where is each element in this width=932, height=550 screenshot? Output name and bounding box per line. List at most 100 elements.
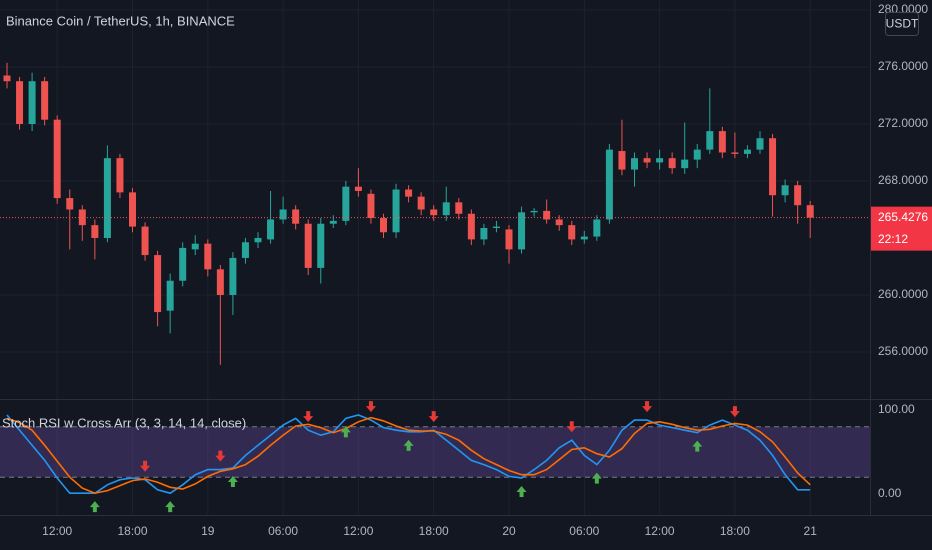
candle-body <box>241 242 249 258</box>
cross-up-arrow <box>516 486 527 498</box>
candle-body <box>28 81 36 124</box>
band-fill <box>0 426 870 478</box>
price-pane <box>0 62 870 365</box>
candle-body <box>254 237 262 243</box>
candle-body <box>53 119 61 199</box>
y-tick-label: 100.00 <box>878 402 915 416</box>
x-tick-label: 06:00 <box>569 524 599 538</box>
candle-body <box>442 202 450 216</box>
candle-body <box>518 212 526 250</box>
candle-body <box>317 223 325 268</box>
candle-body <box>78 209 86 226</box>
y-tick-label: 268.0000 <box>878 173 928 187</box>
cross-up-arrow <box>340 426 351 438</box>
candle-body <box>743 149 751 154</box>
candle-body <box>806 205 814 218</box>
candle-body <box>656 158 664 163</box>
candle-body <box>354 186 362 191</box>
candle-body <box>279 209 287 220</box>
candle-body <box>794 185 802 206</box>
candle-body <box>681 159 689 169</box>
candle-body <box>756 138 764 150</box>
candle-body <box>166 280 174 311</box>
candle-body <box>103 158 111 238</box>
candle-body <box>505 229 513 250</box>
x-tick-label: 12:00 <box>42 524 72 538</box>
last-price-box <box>871 206 932 251</box>
cross-down-arrow <box>642 401 653 413</box>
cross-down-arrow <box>215 450 226 462</box>
candle-body <box>605 149 613 220</box>
candle-body <box>342 186 350 221</box>
candle-body <box>769 138 777 196</box>
x-tick-label: 18:00 <box>117 524 147 538</box>
cross-up-arrow <box>165 501 176 513</box>
countdown: 22:12 <box>878 232 908 246</box>
candle-body <box>392 189 400 233</box>
candle-body <box>41 81 49 120</box>
y-tick-label: 256.0000 <box>878 344 928 358</box>
candle-body <box>618 151 626 170</box>
cross-down-arrow <box>729 406 740 418</box>
candle-body <box>179 247 187 281</box>
cross-down-arrow <box>303 411 314 423</box>
currency-box[interactable] <box>885 12 919 36</box>
candle-body <box>706 131 714 150</box>
indicator-title: Stoch RSI w Cross Arr (3, 3, 14, 14, clo… <box>2 415 246 430</box>
candle-body <box>555 219 563 226</box>
stoch-line <box>6 416 811 495</box>
candle-body <box>543 210 551 220</box>
candle-body <box>141 226 149 256</box>
candle-body <box>568 225 576 240</box>
cross-down-arrow <box>365 401 376 413</box>
candle-body <box>304 223 312 268</box>
cross-up-arrow <box>89 501 100 513</box>
grid <box>0 0 870 515</box>
x-tick-label: 19 <box>201 524 215 538</box>
candle-body <box>229 257 237 295</box>
candle-body <box>631 158 638 170</box>
candle-body <box>668 158 676 169</box>
currency[interactable]: USDT <box>886 17 919 31</box>
y-tick-label: 260.0000 <box>878 287 928 301</box>
candle-body <box>16 81 24 124</box>
candle-body <box>191 243 199 250</box>
candle-body <box>154 255 162 313</box>
candle-body <box>480 227 488 240</box>
candle-body <box>430 209 438 216</box>
candle-body <box>292 209 300 224</box>
x-tick-label: 20 <box>502 524 516 538</box>
cross-up-arrow <box>591 472 602 484</box>
candle-body <box>693 149 701 160</box>
y-tick-label: 0.00 <box>878 486 902 500</box>
candle-body <box>204 243 212 270</box>
candle-body <box>643 158 651 163</box>
cross-down-arrow <box>140 460 151 472</box>
candle-body <box>781 185 789 196</box>
x-tick-label: 18:00 <box>720 524 750 538</box>
candle-body <box>3 75 11 82</box>
candle-body <box>91 225 99 238</box>
cross-up-arrow <box>692 440 703 452</box>
cross-down-arrow <box>566 421 577 433</box>
candle-body <box>116 158 124 193</box>
x-tick-label: 21 <box>804 524 818 538</box>
y-tick-label: 272.0000 <box>878 116 928 130</box>
candle-body <box>367 193 375 219</box>
candle-body <box>129 192 136 227</box>
y-tick-label: 276.0000 <box>878 59 928 73</box>
candle-body <box>731 152 739 154</box>
candle-body <box>405 189 413 197</box>
chart-title: Binance Coin / TetherUS, 1h, BINANCE <box>6 13 235 28</box>
candle-body <box>329 220 337 224</box>
stoch-pane <box>0 401 870 513</box>
candle-body <box>66 198 74 210</box>
cross-up-arrow <box>227 475 238 487</box>
x-tick-label: 12:00 <box>645 524 675 538</box>
candle-body <box>467 213 475 240</box>
x-tick-label: 12:00 <box>343 524 373 538</box>
candle-body <box>580 236 588 240</box>
candle-body <box>380 218 387 233</box>
